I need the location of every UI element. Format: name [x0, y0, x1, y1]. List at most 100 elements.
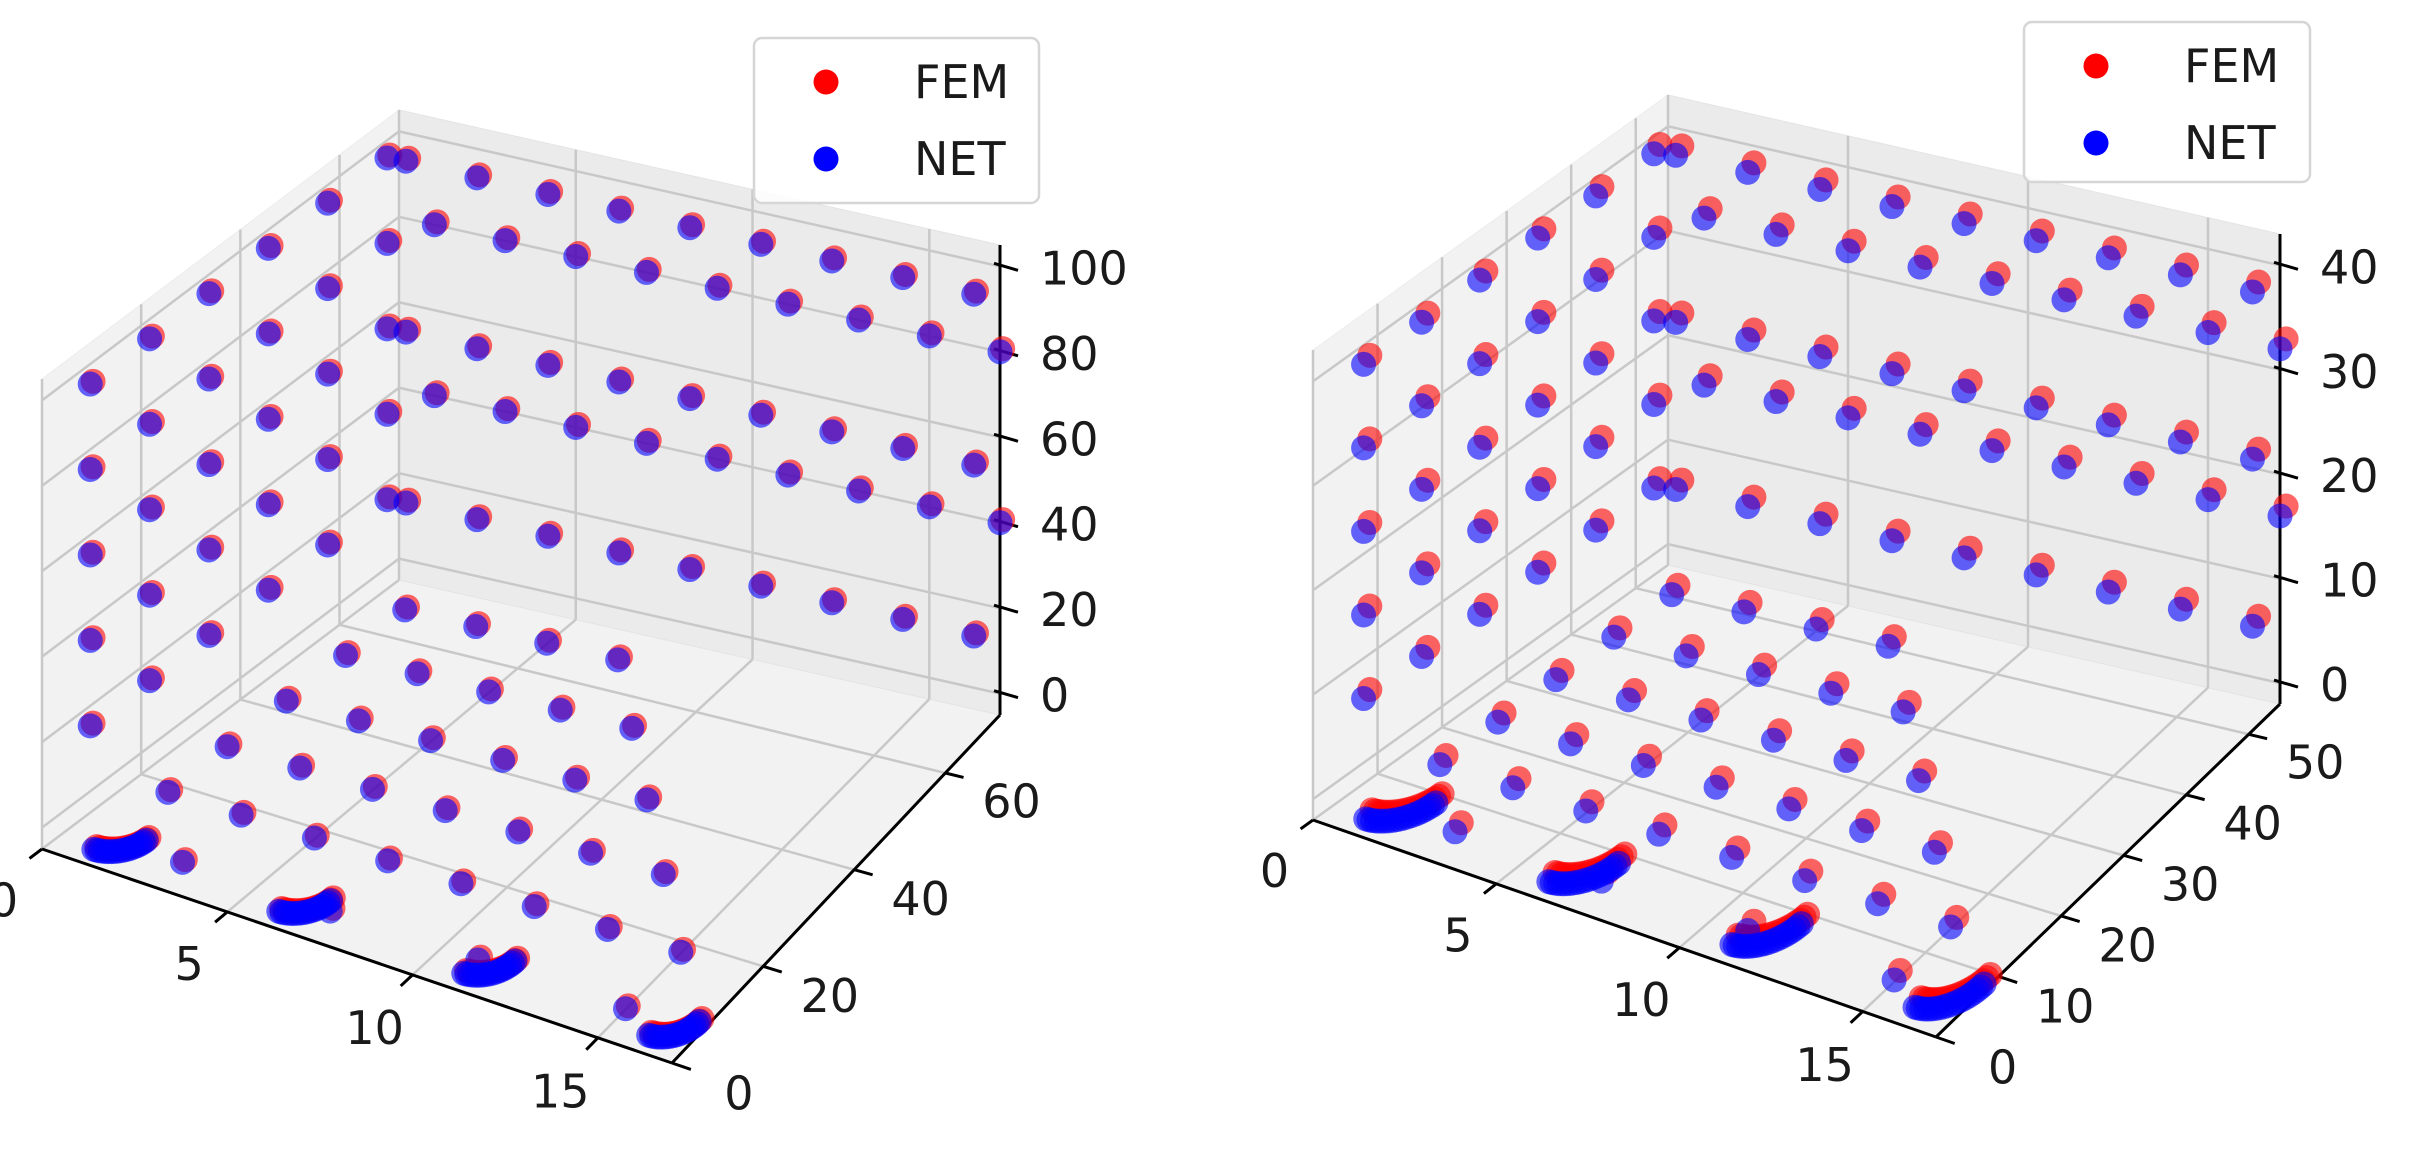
net-point [464, 507, 490, 533]
x-tick [1666, 946, 1681, 960]
net-point [535, 352, 561, 378]
net-point [1735, 326, 1761, 352]
net-point [2239, 279, 2265, 305]
net-point [196, 366, 222, 392]
x-tick-label: 10 [345, 1001, 404, 1055]
net-point [534, 630, 560, 656]
y-tick-label: 40 [2223, 797, 2282, 851]
y-tick [671, 1061, 692, 1071]
net-point [846, 478, 872, 504]
net-point [301, 825, 327, 851]
x-axis-line [41, 847, 673, 1065]
net-point [1536, 869, 1562, 895]
net-point [1663, 476, 1689, 502]
net-point [1467, 518, 1493, 544]
net-point [547, 697, 573, 723]
net-point [1951, 378, 1977, 404]
net-point [404, 661, 430, 687]
legend-label-fem: FEM [914, 55, 1009, 109]
net-point [578, 840, 604, 866]
series-net [77, 145, 1013, 1050]
net-point [2051, 287, 2077, 313]
net-point [374, 316, 400, 342]
net-point [1703, 774, 1729, 800]
net-point [421, 212, 447, 238]
net-point [374, 145, 400, 171]
net-point [273, 688, 299, 714]
net-point [476, 679, 502, 705]
net-point [1879, 194, 1905, 220]
net-point [77, 542, 103, 568]
net-point [1558, 731, 1584, 757]
x-tick-label: 15 [531, 1065, 590, 1119]
net-point [448, 871, 474, 897]
z-tick [2273, 574, 2299, 585]
z-tick-label: 30 [2320, 345, 2379, 399]
net-point [1583, 350, 1609, 376]
net-point [1467, 601, 1493, 627]
net-point [890, 265, 916, 291]
grid-z-back [1667, 229, 2281, 371]
net-point [359, 776, 385, 802]
y-tick-label: 50 [2286, 736, 2345, 790]
net-point [535, 181, 561, 207]
net-point [255, 492, 281, 518]
net-point [1525, 559, 1551, 585]
net-point [1583, 434, 1609, 460]
grid-x-floor [1678, 645, 2029, 949]
net-point [1879, 361, 1905, 387]
y-tick-label: 10 [2036, 980, 2095, 1034]
net-point [1979, 438, 2005, 464]
grid-y-floor [239, 698, 855, 871]
net-point [1735, 494, 1761, 520]
net-point [1615, 687, 1641, 713]
net-point [1792, 868, 1818, 894]
net-point [196, 452, 222, 478]
x-tick [28, 847, 43, 860]
net-point [77, 371, 103, 397]
net-point [1979, 270, 2005, 296]
net-point [1803, 616, 1829, 642]
net-point [1351, 602, 1377, 628]
legend-marker-net [813, 146, 839, 172]
net-point [619, 715, 645, 741]
net-point [1641, 391, 1667, 417]
x-tick [1299, 818, 1314, 831]
x-axis-line [1312, 818, 1937, 1039]
z-tick-label: 40 [1040, 498, 1099, 552]
legend-marker-net [2083, 130, 2109, 156]
x-tick [585, 1036, 599, 1051]
net-point [1763, 221, 1789, 247]
net-point [1921, 839, 1947, 865]
net-point [677, 215, 703, 241]
grid-y-floor [339, 623, 946, 775]
net-point [77, 457, 103, 483]
net-point [2123, 470, 2149, 496]
legend-label-fem: FEM [2184, 39, 2279, 93]
y-tick [2248, 732, 2268, 741]
net-point [255, 321, 281, 347]
net-point [535, 523, 561, 549]
net-point [1807, 344, 1833, 370]
net-point [137, 582, 163, 608]
grid-z-left [1312, 438, 1669, 696]
net-point [748, 402, 774, 428]
net-point [1763, 389, 1789, 415]
net-point [196, 281, 222, 307]
net-point [1409, 643, 1435, 669]
grid-z-left [1312, 334, 1669, 592]
grid-z-back [398, 130, 1001, 268]
z-tick-label: 100 [1040, 241, 1128, 295]
legend: FEM NET [752, 36, 1041, 205]
net-point [1573, 798, 1599, 824]
net-point [916, 494, 942, 520]
net-point [1865, 891, 1891, 917]
net-point [255, 235, 281, 261]
series-net [1351, 141, 2293, 1022]
y-tick-label: 40 [891, 872, 950, 926]
grid-z-back [398, 557, 1001, 695]
net-point [1719, 931, 1745, 957]
x-tick [1482, 882, 1498, 895]
